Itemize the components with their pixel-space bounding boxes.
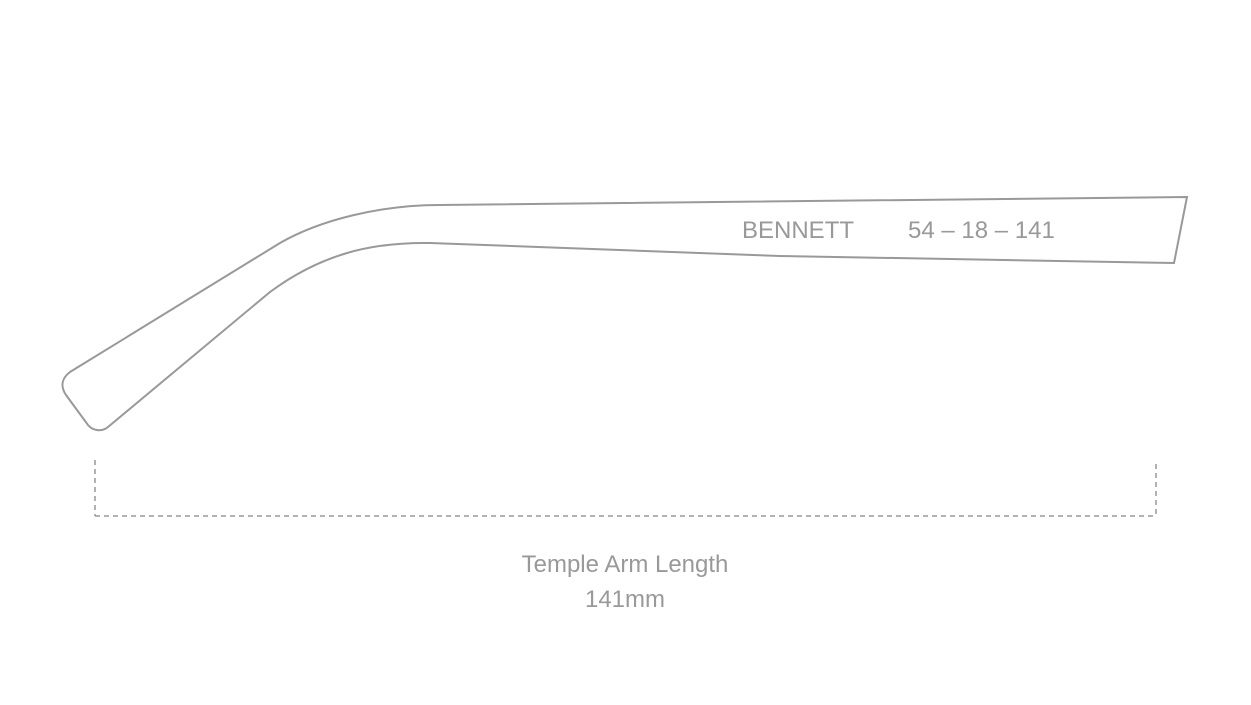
- temple-arm-outline: [61, 195, 1189, 432]
- model-name: BENNETT: [742, 217, 854, 244]
- dimension-line: [94, 460, 1157, 517]
- frame-size: 54 – 18 – 141: [908, 217, 1055, 244]
- measurement-value: 141mm: [585, 586, 665, 613]
- measurement-label: Temple Arm Length: [522, 551, 729, 578]
